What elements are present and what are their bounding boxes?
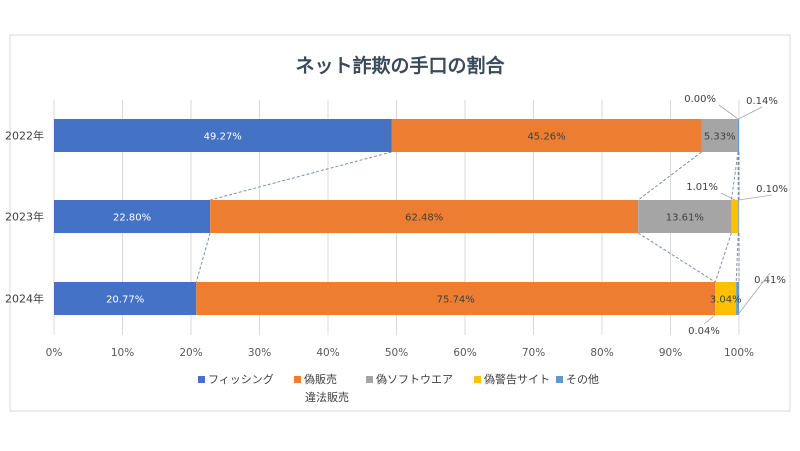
data-label: 3.04%: [710, 295, 742, 306]
legend-swatch: [198, 376, 205, 383]
legend-swatch: [474, 376, 481, 383]
x-tick-label: 100%: [724, 347, 754, 359]
data-label: 22.80%: [113, 213, 151, 224]
legend: フィッシング 偽販売 偽ソフトウエア 偽警告サイト その他: [198, 372, 599, 386]
x-tick-label: 40%: [316, 347, 339, 359]
legend-item-label: 偽ソフトウエア: [376, 372, 453, 386]
legend-item-label: 偽警告サイト: [484, 372, 550, 386]
chart-title: ネット詐欺の手口の割合: [295, 54, 505, 77]
x-tick-label: 70%: [522, 347, 545, 359]
legend-swatch: [556, 376, 563, 383]
data-label: 0.00%: [684, 94, 716, 105]
legend-item-label: 偽販売: [304, 372, 337, 386]
legend-extra-text: 違法販売: [305, 390, 349, 404]
category-label: 2024年: [5, 292, 44, 306]
bars: [54, 119, 739, 315]
category-label: 2022年: [5, 129, 44, 143]
data-label: 0.10%: [756, 184, 788, 195]
x-tick-label: 50%: [385, 347, 408, 359]
x-tick-label: 60%: [453, 347, 476, 359]
x-tick-label: 10%: [111, 347, 134, 359]
bar-segment: [738, 200, 739, 233]
bar-segment: [731, 200, 738, 233]
data-label: 75.74%: [437, 295, 475, 306]
data-label: 49.27%: [204, 132, 242, 143]
x-tick-label: 30%: [248, 347, 271, 359]
x-tick-label: 90%: [659, 347, 682, 359]
bar-segment: [738, 119, 739, 152]
legend-swatch: [294, 376, 301, 383]
data-label: 0.41%: [754, 275, 786, 286]
x-tick-label: 80%: [590, 347, 613, 359]
x-tick-label: 20%: [179, 347, 202, 359]
data-label: 20.77%: [106, 295, 144, 306]
data-label: 0.04%: [688, 326, 720, 337]
x-tick-label: 0%: [46, 347, 63, 359]
legend-item-label: フィッシング: [208, 372, 274, 386]
data-label: 13.61%: [666, 213, 704, 224]
legend-item-label: その他: [566, 373, 599, 386]
data-label: 62.48%: [405, 213, 443, 224]
data-label: 5.33%: [704, 132, 736, 143]
data-label: 0.14%: [746, 96, 778, 107]
data-label: 45.26%: [527, 132, 565, 143]
legend-swatch: [366, 376, 373, 383]
data-label: 1.01%: [686, 182, 718, 193]
category-label: 2023年: [5, 210, 44, 224]
